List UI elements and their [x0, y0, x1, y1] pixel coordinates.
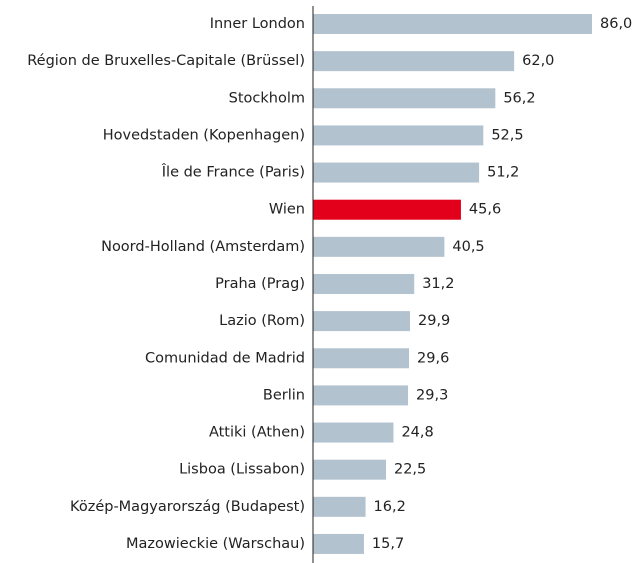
value-label: 40,5 [452, 239, 484, 255]
category-label: Noord-Holland (Amsterdam) [101, 239, 305, 255]
value-label: 29,3 [416, 387, 448, 403]
value-label: 51,2 [487, 165, 519, 181]
value-label: 31,2 [422, 276, 454, 292]
category-label: Berlin [263, 387, 305, 403]
value-label: 29,6 [417, 350, 449, 366]
bar [313, 199, 461, 220]
value-label: 62,0 [522, 53, 554, 69]
category-label: Lazio (Rom) [219, 313, 305, 329]
bar [313, 273, 415, 294]
bar [313, 533, 364, 554]
bar [313, 236, 445, 257]
value-label: 16,2 [374, 499, 406, 515]
bar [313, 88, 496, 109]
bar [313, 125, 484, 146]
bar [313, 162, 480, 183]
value-label: 56,2 [503, 90, 535, 106]
value-label: 15,7 [372, 536, 404, 552]
value-label: 45,6 [469, 202, 501, 218]
bar [313, 459, 386, 480]
category-label: Région de Bruxelles-Capitale (Brüssel) [27, 53, 305, 69]
bar [313, 311, 411, 332]
category-label: Attiki (Athen) [209, 425, 305, 441]
value-label: 24,8 [401, 425, 433, 441]
category-label: Közép-Magyarország (Budapest) [70, 499, 305, 515]
category-label: Wien [269, 202, 305, 218]
category-label: Inner London [210, 16, 305, 32]
bar [313, 422, 394, 443]
category-label: Lisboa (Lissabon) [179, 462, 305, 478]
value-label: 22,5 [394, 462, 426, 478]
value-label: 86,0 [600, 16, 632, 32]
category-label: Praha (Prag) [215, 276, 305, 292]
bar [313, 496, 366, 517]
category-label: Stockholm [229, 90, 305, 106]
bar [313, 385, 409, 406]
value-label: 52,5 [491, 127, 523, 143]
bar [313, 14, 592, 34]
category-label: Hovedstaden (Kopenhagen) [103, 127, 305, 143]
category-label: Île de France (Paris) [161, 163, 305, 181]
category-label: Comunidad de Madrid [145, 350, 305, 366]
value-label: 29,9 [418, 313, 450, 329]
bar [313, 348, 410, 369]
bar [313, 51, 515, 72]
category-label: Mazowieckie (Warschau) [126, 536, 305, 552]
